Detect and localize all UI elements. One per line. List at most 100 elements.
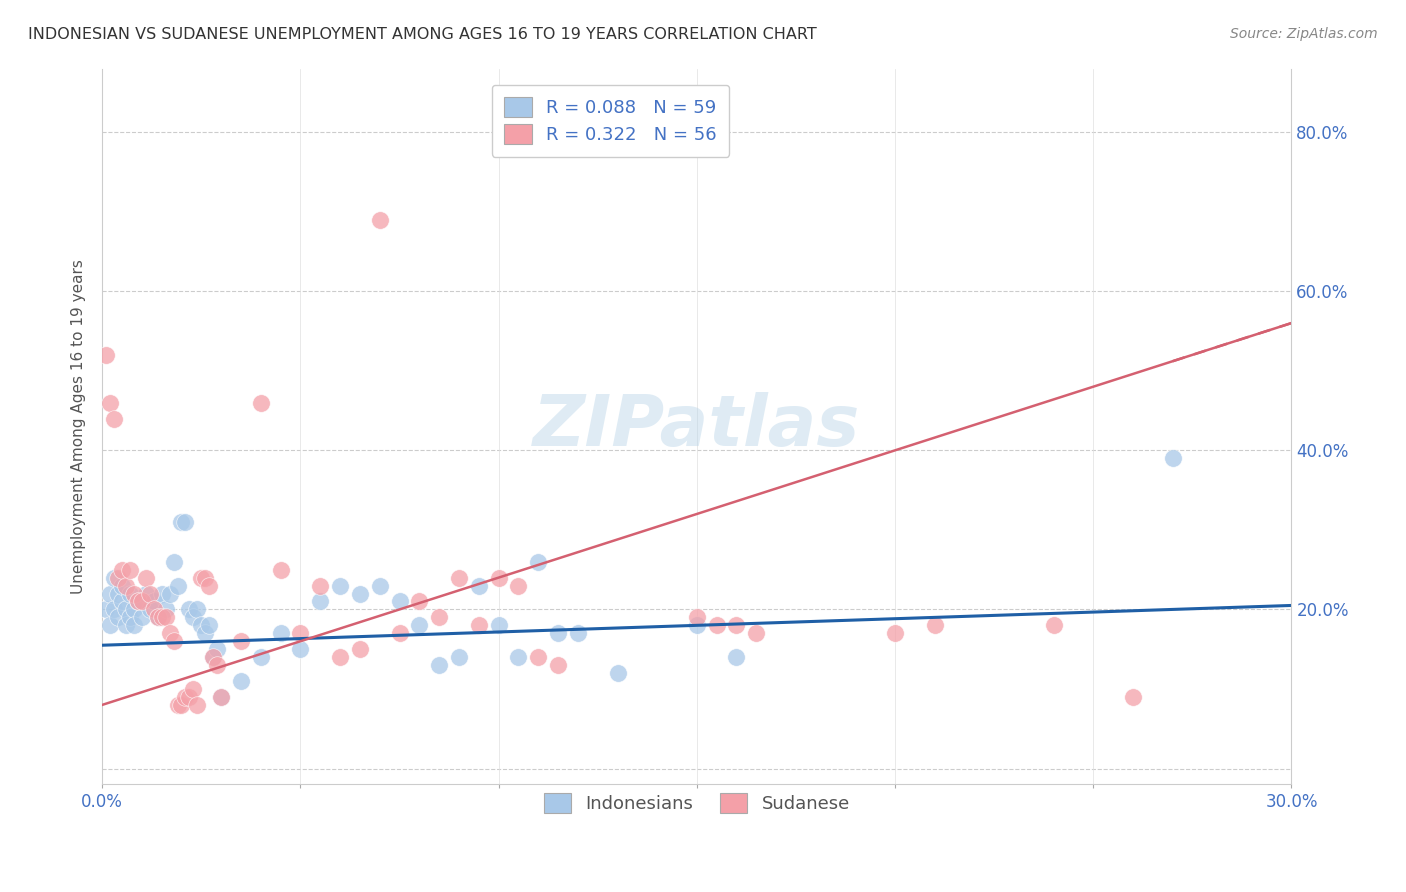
Point xyxy=(924,618,946,632)
Point xyxy=(229,634,252,648)
Point xyxy=(368,212,391,227)
Point xyxy=(183,681,205,696)
Legend: Indonesians, Sudanese: Indonesians, Sudanese xyxy=(531,780,863,825)
Point xyxy=(488,571,510,585)
Point xyxy=(179,602,201,616)
Point xyxy=(139,602,162,616)
Point xyxy=(115,618,138,632)
Point xyxy=(174,515,197,529)
Point xyxy=(111,594,134,608)
Point xyxy=(170,698,193,712)
Point xyxy=(388,626,411,640)
Text: ZIPatlas: ZIPatlas xyxy=(533,392,860,461)
Point xyxy=(468,578,491,592)
Point xyxy=(1042,618,1064,632)
Point xyxy=(202,650,225,665)
Point xyxy=(329,650,352,665)
Point xyxy=(111,578,134,592)
Point xyxy=(118,586,141,600)
Point xyxy=(186,602,208,616)
Point xyxy=(107,586,129,600)
Point xyxy=(146,610,169,624)
Point xyxy=(205,658,228,673)
Point xyxy=(508,578,530,592)
Point xyxy=(179,690,201,704)
Point xyxy=(527,650,550,665)
Point xyxy=(447,650,470,665)
Point xyxy=(159,586,181,600)
Point xyxy=(408,618,430,632)
Point xyxy=(98,618,121,632)
Point xyxy=(96,602,118,616)
Point xyxy=(155,610,177,624)
Point xyxy=(127,594,149,608)
Point xyxy=(186,698,208,712)
Point xyxy=(107,610,129,624)
Point xyxy=(205,642,228,657)
Point xyxy=(96,348,118,362)
Point xyxy=(135,586,157,600)
Y-axis label: Unemployment Among Ages 16 to 19 years: Unemployment Among Ages 16 to 19 years xyxy=(72,259,86,594)
Point xyxy=(150,586,173,600)
Point xyxy=(122,586,145,600)
Text: INDONESIAN VS SUDANESE UNEMPLOYMENT AMONG AGES 16 TO 19 YEARS CORRELATION CHART: INDONESIAN VS SUDANESE UNEMPLOYMENT AMON… xyxy=(28,27,817,42)
Point xyxy=(118,563,141,577)
Point xyxy=(194,571,217,585)
Point xyxy=(170,515,193,529)
Point xyxy=(290,626,312,640)
Point xyxy=(107,571,129,585)
Point xyxy=(686,618,709,632)
Point xyxy=(118,610,141,624)
Point xyxy=(270,626,292,640)
Point xyxy=(447,571,470,585)
Point xyxy=(98,395,121,409)
Point xyxy=(547,626,569,640)
Point xyxy=(547,658,569,673)
Point xyxy=(183,610,205,624)
Point xyxy=(309,578,332,592)
Point xyxy=(198,618,221,632)
Point xyxy=(686,610,709,624)
Point xyxy=(150,610,173,624)
Point xyxy=(468,618,491,632)
Point xyxy=(1161,451,1184,466)
Point xyxy=(209,690,232,704)
Point xyxy=(427,658,450,673)
Point xyxy=(135,571,157,585)
Point xyxy=(166,698,188,712)
Point xyxy=(139,586,162,600)
Point xyxy=(190,618,212,632)
Point xyxy=(349,586,371,600)
Point xyxy=(115,578,138,592)
Point xyxy=(115,602,138,616)
Point xyxy=(146,610,169,624)
Point xyxy=(427,610,450,624)
Point xyxy=(368,578,391,592)
Point xyxy=(162,555,184,569)
Point xyxy=(488,618,510,632)
Point xyxy=(309,594,332,608)
Point xyxy=(103,602,125,616)
Point xyxy=(122,602,145,616)
Point xyxy=(349,642,371,657)
Point xyxy=(229,673,252,688)
Point xyxy=(270,563,292,577)
Point xyxy=(127,594,149,608)
Point xyxy=(725,650,748,665)
Point xyxy=(1122,690,1144,704)
Point xyxy=(745,626,768,640)
Point xyxy=(388,594,411,608)
Point xyxy=(166,578,188,592)
Point xyxy=(111,563,134,577)
Point xyxy=(249,650,271,665)
Point xyxy=(527,555,550,569)
Point xyxy=(194,626,217,640)
Point xyxy=(131,594,153,608)
Point xyxy=(884,626,907,640)
Point xyxy=(508,650,530,665)
Point xyxy=(202,650,225,665)
Point xyxy=(198,578,221,592)
Point xyxy=(290,642,312,657)
Point xyxy=(142,602,165,616)
Point xyxy=(131,610,153,624)
